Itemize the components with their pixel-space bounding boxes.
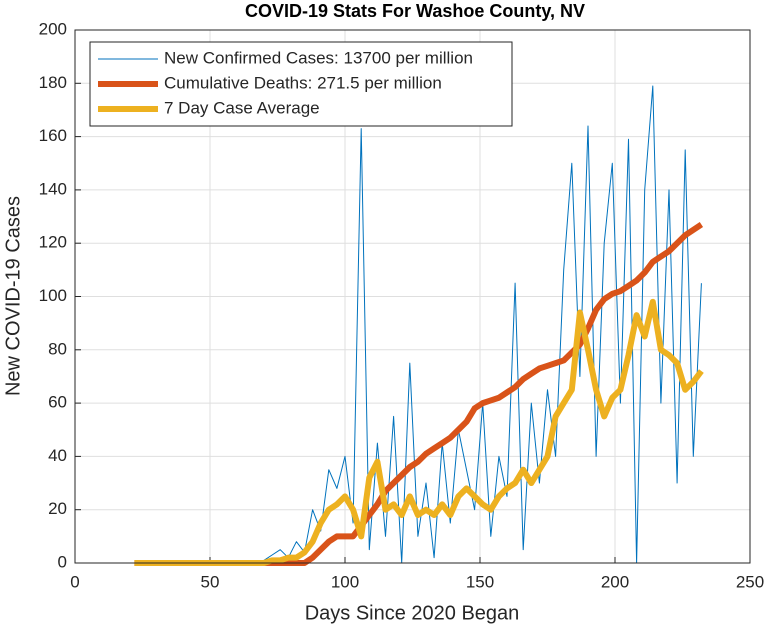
y-tick-label: 120 — [39, 233, 67, 252]
plot-frame — [74, 29, 751, 564]
y-tick-label: 80 — [48, 339, 67, 358]
legend-label: 7 Day Case Average — [164, 98, 320, 117]
y-tick-label: 200 — [39, 19, 67, 38]
y-tick-label: 60 — [48, 393, 67, 412]
y-tick-label: 160 — [39, 126, 67, 145]
y-tick-label: 20 — [48, 499, 67, 518]
x-tick-label: 0 — [70, 572, 79, 591]
y-tick-label: 40 — [48, 446, 67, 465]
x-axis-label: Days Since 2020 Began — [305, 602, 520, 624]
y-tick-label: 100 — [39, 286, 67, 305]
chart-title: COVID-19 Stats For Washoe County, NV — [245, 1, 585, 21]
y-tick-label: 140 — [39, 179, 67, 198]
y-tick-label: 0 — [58, 552, 67, 571]
x-tick-label: 150 — [466, 572, 494, 591]
legend-box — [89, 41, 513, 127]
y-tick-label: 180 — [39, 73, 67, 92]
x-tick-label: 200 — [601, 572, 629, 591]
x-tick-label: 50 — [201, 572, 220, 591]
x-tick-label: 100 — [331, 572, 359, 591]
legend-label: New Confirmed Cases: 13700 per million — [164, 48, 473, 67]
legend-label: Cumulative Deaths: 271.5 per million — [164, 73, 442, 92]
x-tick-label: 250 — [736, 572, 764, 591]
y-axis-label: New COVID-19 Cases — [2, 196, 24, 396]
